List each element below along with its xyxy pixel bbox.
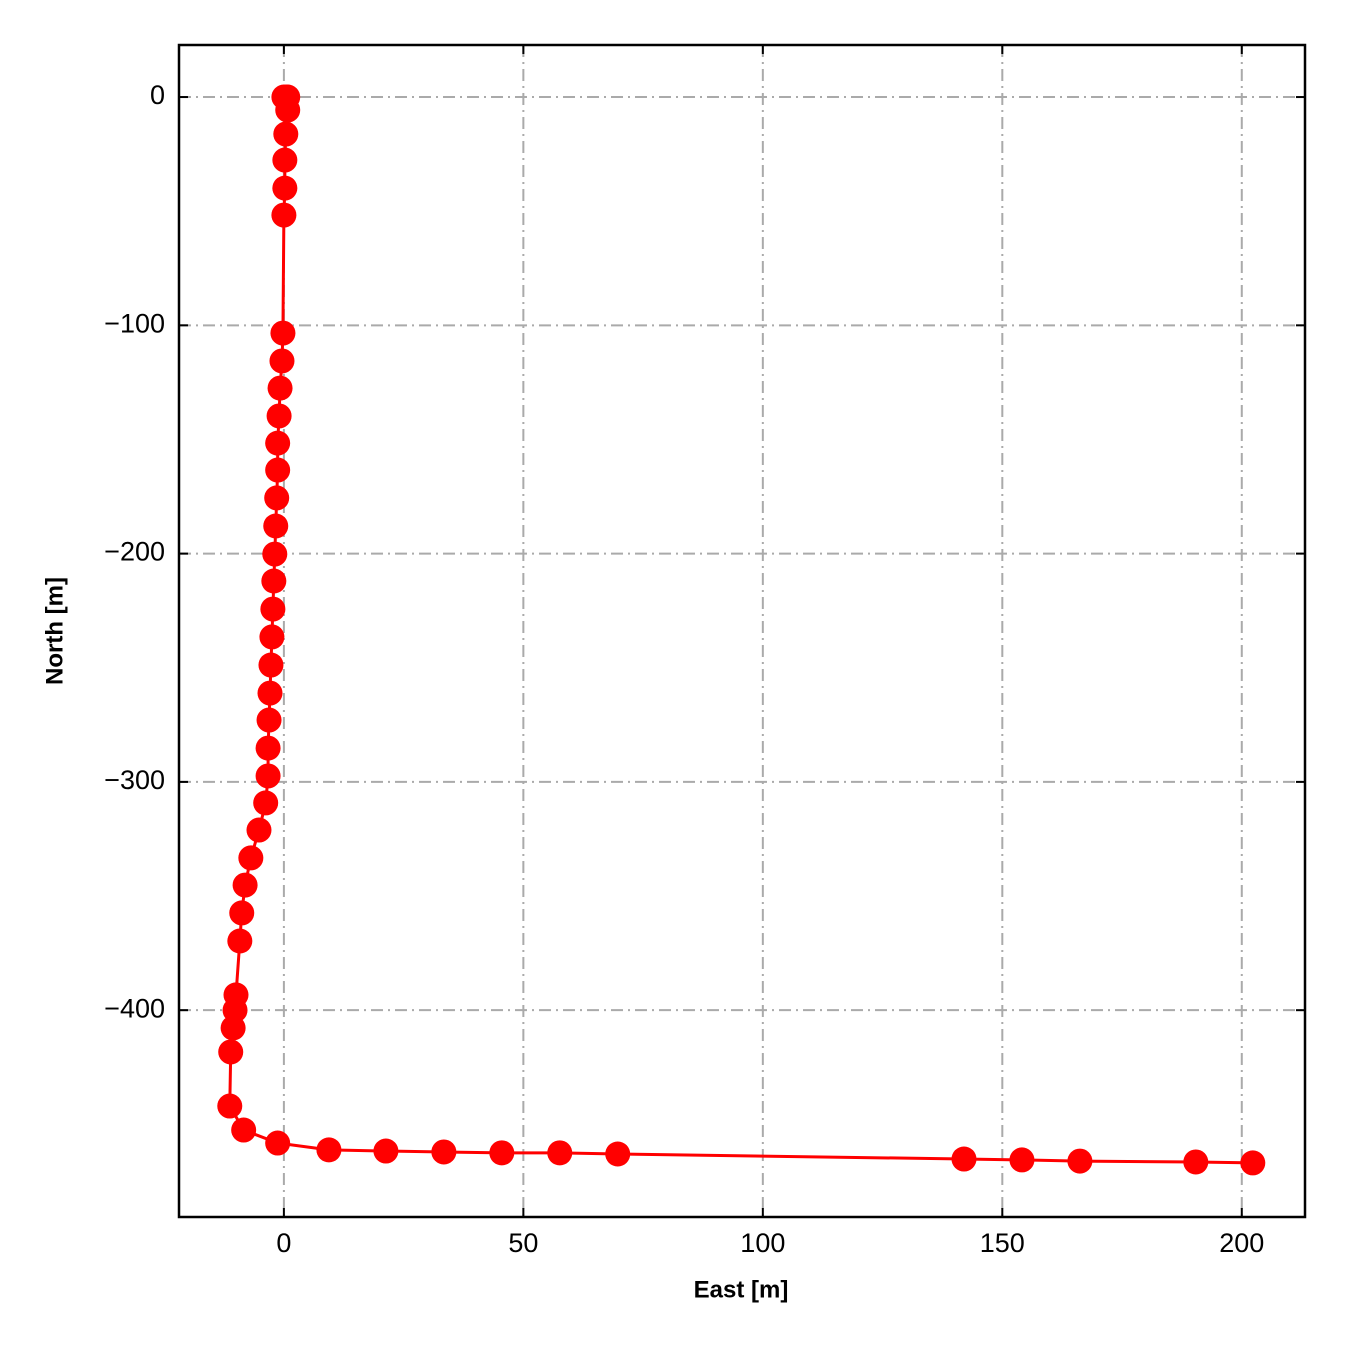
data-point — [255, 735, 281, 761]
data-point — [1067, 1148, 1093, 1174]
data-point — [261, 568, 287, 594]
data-point — [373, 1138, 399, 1164]
data-point — [270, 320, 296, 346]
data-point — [259, 624, 285, 650]
data-point — [220, 1015, 246, 1041]
data-point — [272, 175, 298, 201]
y-axis-label: North [m] — [41, 577, 68, 685]
data-point — [1183, 1149, 1209, 1175]
data-point — [271, 202, 297, 228]
x-tick-label: 150 — [980, 1228, 1025, 1258]
data-point — [232, 872, 258, 898]
plot-frame — [177, 43, 1307, 1219]
data-point — [605, 1141, 631, 1167]
data-point — [227, 928, 253, 954]
data-point — [258, 652, 284, 678]
data-point — [218, 1039, 244, 1065]
data-point — [264, 485, 290, 511]
data-point — [238, 845, 264, 871]
data-point — [257, 680, 283, 706]
data-point — [265, 457, 291, 483]
y-tick-label: −200 — [104, 537, 165, 567]
data-point — [263, 513, 289, 539]
x-tick-label: 200 — [1219, 1228, 1264, 1258]
data-point — [229, 900, 255, 926]
data-point — [231, 1117, 257, 1143]
y-tick-label: −400 — [104, 993, 165, 1023]
x-tick-label: 0 — [276, 1228, 291, 1258]
data-point — [260, 596, 286, 622]
data-point — [1240, 1150, 1266, 1176]
data-point — [951, 1146, 977, 1172]
data-point — [489, 1140, 515, 1166]
data-point — [256, 707, 282, 733]
y-tick-label: −100 — [104, 308, 165, 338]
x-tick-label: 50 — [508, 1228, 538, 1258]
data-point — [255, 763, 281, 789]
data-point — [547, 1140, 573, 1166]
y-tick-label: 0 — [150, 80, 165, 110]
x-axis-label: East [m] — [694, 1276, 789, 1303]
data-point — [431, 1139, 457, 1165]
data-point — [253, 790, 279, 816]
data-point — [266, 403, 292, 429]
x-tick-label: 100 — [740, 1228, 785, 1258]
data-point — [267, 375, 293, 401]
data-point — [272, 147, 298, 173]
data-point — [275, 97, 301, 123]
data-point — [217, 1093, 243, 1119]
data-point — [265, 1130, 291, 1156]
data-point — [269, 348, 295, 374]
data-point — [262, 541, 288, 567]
data-point — [246, 817, 272, 843]
data-point — [265, 430, 291, 456]
data-point — [273, 121, 299, 147]
data-point — [1009, 1147, 1035, 1173]
data-point — [316, 1137, 342, 1163]
y-tick-label: −300 — [104, 765, 165, 795]
